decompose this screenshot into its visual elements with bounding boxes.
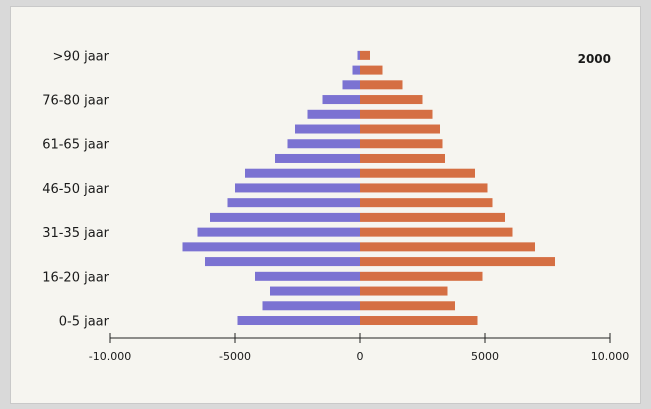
bar-left-46-50 xyxy=(235,183,360,193)
y-category-label: 46-50 jaar xyxy=(42,182,109,197)
bar-left-26-30 xyxy=(182,242,360,252)
bar-left-0-5 xyxy=(237,316,360,326)
y-category-label: 31-35 jaar xyxy=(42,226,109,241)
bar-right-41-45 xyxy=(360,198,493,208)
x-tick-label: -10.000 xyxy=(89,350,131,363)
bar-right-81-85 xyxy=(360,80,403,90)
x-tick-label: 10.000 xyxy=(591,350,630,363)
bar-right-31-35 xyxy=(360,227,513,237)
population-pyramid-chart: -10.000 -5000 0 5000 10.000 0-5 jaar 16-20 ja… xyxy=(42,49,630,363)
bar-left-56-60 xyxy=(275,153,360,163)
x-tick-label: 0 xyxy=(357,350,364,363)
y-category-label: 76-80 jaar xyxy=(42,94,109,109)
bar-left-86-90 xyxy=(352,65,360,75)
bar-right-6-10 xyxy=(360,301,455,311)
bar-left-51-55 xyxy=(245,168,360,178)
y-category-label: 0-5 jaar xyxy=(59,315,110,330)
bar-left-21-25 xyxy=(205,257,360,267)
bar-right-86-90 xyxy=(360,65,383,75)
bar-right-56-60 xyxy=(360,153,445,163)
bar-right-76-80 xyxy=(360,95,423,105)
bar-right->90 xyxy=(360,50,370,60)
bar-left-41-45 xyxy=(227,198,360,208)
bar-right-71-75 xyxy=(360,109,433,119)
bar-right-0-5 xyxy=(360,316,478,326)
chart-panel: -10.000 -5000 0 5000 10.000 0-5 jaar 16-20 ja… xyxy=(10,6,641,404)
bar-left-36-40 xyxy=(210,212,360,222)
y-category-label: 16-20 jaar xyxy=(42,270,109,285)
bar-right-66-70 xyxy=(360,124,440,134)
y-category-label: 61-65 jaar xyxy=(42,138,109,153)
bar-left-76-80 xyxy=(322,95,360,105)
bar-right-11-15 xyxy=(360,286,448,296)
x-tick-label: -5000 xyxy=(219,350,251,363)
bar-left-66-70 xyxy=(295,124,360,134)
bar-right-16-20 xyxy=(360,271,483,281)
bar-left-61-65 xyxy=(287,139,360,149)
x-tick-label: 5000 xyxy=(471,350,499,363)
y-category-label: >90 jaar xyxy=(53,49,110,64)
bar-right-21-25 xyxy=(360,257,555,267)
bar-left-81-85 xyxy=(342,80,360,90)
bar-right-36-40 xyxy=(360,212,505,222)
bar-left-71-75 xyxy=(307,109,360,119)
bar-right-51-55 xyxy=(360,168,475,178)
bar-left-6-10 xyxy=(262,301,360,311)
bar-right-61-65 xyxy=(360,139,443,149)
bar-left-31-35 xyxy=(197,227,360,237)
bar-left-11-15 xyxy=(270,286,360,296)
bar-left-16-20 xyxy=(255,271,360,281)
bar-right-26-30 xyxy=(360,242,535,252)
bar-right-46-50 xyxy=(360,183,488,193)
bar-left->90 xyxy=(357,50,360,60)
chart-title: 2000 xyxy=(578,52,611,66)
